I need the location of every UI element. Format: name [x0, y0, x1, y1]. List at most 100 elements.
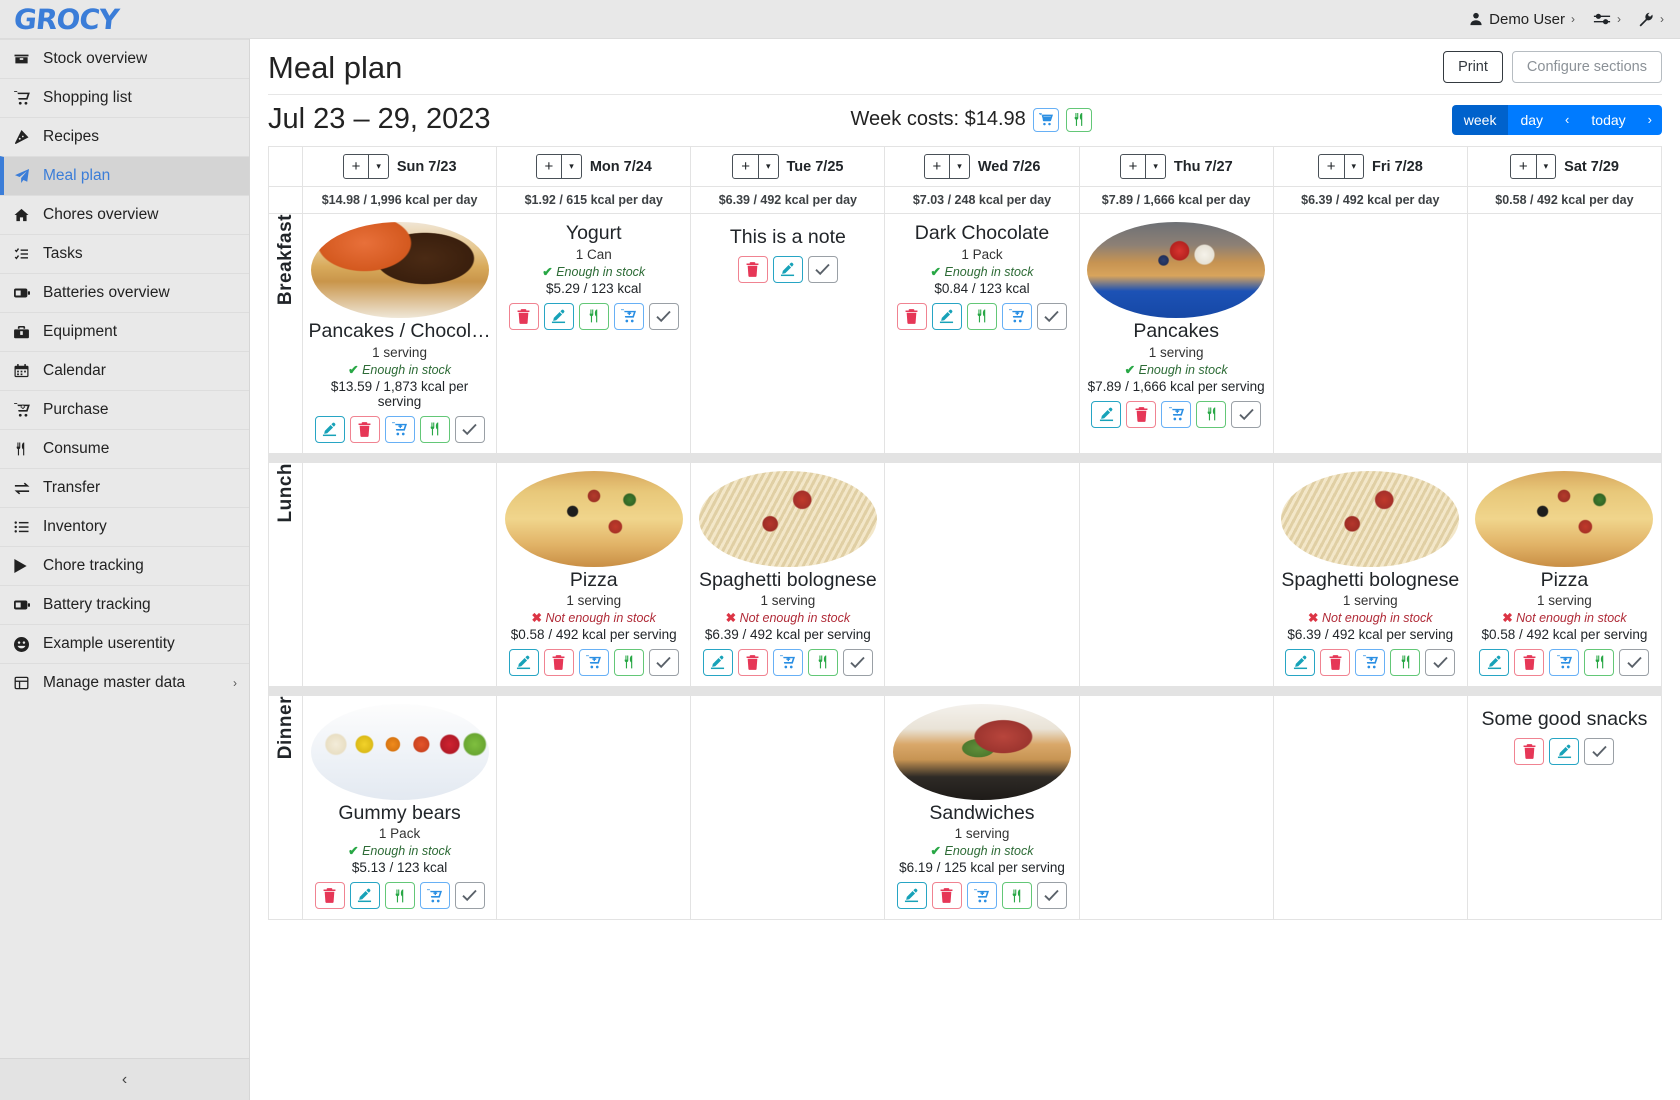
meal-plan-entry[interactable]: Pancakes 1 serving ✔ Enough in stock $7.89 …	[1085, 222, 1268, 428]
view-day-button[interactable]: day	[1508, 104, 1556, 135]
done-button[interactable]	[454, 415, 485, 443]
edit-button[interactable]	[896, 882, 927, 910]
sidebar-item-chores-overview[interactable]: Chores overview	[0, 195, 249, 234]
add-entry-button[interactable]: +	[1119, 154, 1147, 180]
add-to-shopping-list-button[interactable]	[578, 648, 609, 676]
today-button[interactable]: today	[1579, 104, 1638, 135]
consume-button[interactable]	[807, 648, 838, 676]
sidebar-item-tasks[interactable]: Tasks	[0, 234, 249, 273]
edit-button[interactable]	[702, 648, 733, 676]
consume-week-button[interactable]	[1065, 107, 1092, 132]
sidebar-item-equipment[interactable]: Equipment	[0, 312, 249, 351]
add-entry-button[interactable]: +	[1317, 154, 1345, 180]
delete-button[interactable]	[896, 302, 927, 330]
edit-button[interactable]	[1285, 648, 1316, 676]
print-button[interactable]: Print	[1443, 51, 1503, 83]
add-entry-dropdown-button[interactable]: ▾	[369, 154, 389, 180]
edit-button[interactable]	[772, 256, 803, 284]
done-button[interactable]	[1619, 648, 1650, 676]
done-button[interactable]	[648, 648, 679, 676]
done-button[interactable]	[648, 302, 679, 330]
add-entry-button[interactable]: +	[923, 154, 951, 180]
meal-plan-entry[interactable]: Sandwiches 1 serving ✔ Enough in stock $6.1…	[890, 703, 1073, 910]
edit-button[interactable]	[349, 882, 380, 910]
consume-button[interactable]	[613, 648, 644, 676]
consume-button[interactable]	[1196, 400, 1227, 428]
meal-plan-entry[interactable]: Dark Chocolate 1 Pack ✔ Enough in stock $0.…	[890, 222, 1073, 330]
edit-button[interactable]	[1091, 400, 1122, 428]
add-to-shopping-list-button[interactable]	[1549, 648, 1580, 676]
view-week-button[interactable]: week	[1451, 104, 1509, 135]
consume-button[interactable]	[578, 302, 609, 330]
add-to-shopping-list-button[interactable]	[1001, 302, 1032, 330]
settings-menu[interactable]: ›	[1593, 12, 1621, 26]
add-entry-button[interactable]: +	[1509, 154, 1537, 180]
sidebar-collapse-button[interactable]: ‹	[0, 1058, 249, 1100]
meal-plan-entry[interactable]: Some good snacks	[1473, 708, 1656, 765]
consume-button[interactable]	[1390, 648, 1421, 676]
next-period-button[interactable]: ›	[1637, 104, 1662, 135]
delete-button[interactable]	[1320, 648, 1351, 676]
done-button[interactable]	[1231, 400, 1262, 428]
sidebar-item-purchase[interactable]: Purchase	[0, 390, 249, 429]
add-to-shopping-list-button[interactable]	[384, 415, 415, 443]
consume-button[interactable]	[384, 882, 415, 910]
edit-button[interactable]	[314, 415, 345, 443]
done-button[interactable]	[1036, 882, 1067, 910]
sidebar-item-shopping-list[interactable]: Shopping list	[0, 78, 249, 117]
sidebar-item-stock-overview[interactable]: Stock overview	[0, 39, 249, 78]
add-entry-dropdown-button[interactable]: ▾	[1146, 154, 1166, 180]
consume-button[interactable]	[966, 302, 997, 330]
sidebar-item-calendar[interactable]: Calendar	[0, 351, 249, 390]
sidebar-item-transfer[interactable]: Transfer	[0, 468, 249, 507]
add-entry-dropdown-button[interactable]: ▾	[1536, 154, 1557, 180]
add-to-shopping-list-button[interactable]	[772, 648, 803, 676]
app-logo[interactable]: GROCY	[12, 2, 120, 36]
add-to-shopping-list-button[interactable]	[1161, 400, 1192, 428]
sidebar-item-battery-tracking[interactable]: Battery tracking	[0, 585, 249, 624]
sidebar-item-manage-master-data[interactable]: Manage master data ›	[0, 663, 249, 702]
add-week-to-shopping-list-button[interactable]	[1032, 107, 1059, 132]
delete-button[interactable]	[543, 648, 574, 676]
user-menu[interactable]: Demo User ›	[1469, 11, 1575, 28]
edit-button[interactable]	[931, 302, 962, 330]
sidebar-item-chore-tracking[interactable]: Chore tracking	[0, 546, 249, 585]
meal-plan-entry[interactable]: Spaghetti bolognese 1 serving ✖ Not enough…	[1279, 470, 1462, 676]
add-entry-dropdown-button[interactable]: ▾	[758, 154, 779, 180]
delete-button[interactable]	[737, 256, 768, 284]
meal-plan-entry[interactable]: Pizza 1 serving ✖ Not enough in stock $0.58…	[502, 470, 685, 676]
add-to-shopping-list-button[interactable]	[1355, 648, 1386, 676]
done-button[interactable]	[807, 256, 838, 284]
configure-sections-button[interactable]: Configure sections	[1511, 51, 1662, 83]
delete-button[interactable]	[314, 882, 345, 910]
meal-plan-entry[interactable]: Spaghetti bolognese 1 serving ✖ Not enough…	[696, 470, 879, 676]
add-entry-button[interactable]: +	[732, 154, 759, 180]
sidebar-item-meal-plan[interactable]: Meal plan	[0, 156, 249, 195]
done-button[interactable]	[454, 882, 485, 910]
add-entry-button[interactable]: +	[342, 154, 370, 180]
delete-button[interactable]	[508, 302, 539, 330]
sidebar-item-example-userentity[interactable]: Example userentity	[0, 624, 249, 663]
done-button[interactable]	[1425, 648, 1456, 676]
edit-button[interactable]	[1479, 648, 1510, 676]
add-to-shopping-list-button[interactable]	[613, 302, 644, 330]
sidebar-item-consume[interactable]: Consume	[0, 429, 249, 468]
meal-plan-entry[interactable]: Gummy bears 1 Pack ✔ Enough in stock $5.13 …	[308, 703, 491, 910]
delete-button[interactable]	[1514, 648, 1545, 676]
done-button[interactable]	[842, 648, 873, 676]
consume-button[interactable]	[1001, 882, 1032, 910]
edit-button[interactable]	[543, 302, 574, 330]
delete-button[interactable]	[931, 882, 962, 910]
add-entry-dropdown-button[interactable]: ▾	[562, 154, 582, 180]
consume-button[interactable]	[419, 415, 450, 443]
delete-button[interactable]	[349, 415, 380, 443]
consume-button[interactable]	[1584, 648, 1615, 676]
sidebar-item-inventory[interactable]: Inventory	[0, 507, 249, 546]
sidebar-item-batteries-overview[interactable]: Batteries overview	[0, 273, 249, 312]
edit-button[interactable]	[1549, 737, 1580, 765]
meal-plan-entry[interactable]: This is a note	[696, 226, 879, 284]
done-button[interactable]	[1036, 302, 1067, 330]
add-entry-dropdown-button[interactable]: ▾	[950, 154, 970, 180]
meal-plan-entry[interactable]: Yogurt 1 Can ✔ Enough in stock $5.29 / 123 …	[502, 222, 685, 330]
add-to-shopping-list-button[interactable]	[419, 882, 450, 910]
